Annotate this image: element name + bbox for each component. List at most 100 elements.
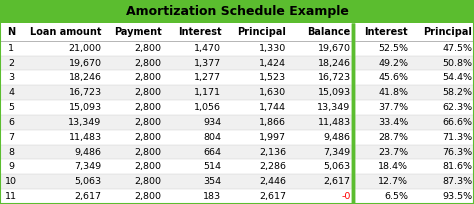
Text: Interest: Interest bbox=[178, 27, 221, 37]
Text: 5,063: 5,063 bbox=[74, 177, 101, 186]
Text: 21,000: 21,000 bbox=[69, 44, 101, 53]
Text: 1,171: 1,171 bbox=[194, 88, 221, 97]
Text: 1,377: 1,377 bbox=[194, 59, 221, 68]
Text: 1,277: 1,277 bbox=[194, 73, 221, 82]
Bar bbox=[0, 23, 474, 41]
Text: Payment: Payment bbox=[114, 27, 162, 37]
Text: 2,800: 2,800 bbox=[135, 59, 162, 68]
Text: 52.5%: 52.5% bbox=[378, 44, 408, 53]
Text: 934: 934 bbox=[203, 118, 221, 127]
Text: 15,093: 15,093 bbox=[69, 103, 101, 112]
Bar bbox=[0, 56, 474, 70]
Bar bbox=[0, 70, 474, 85]
Text: 18,246: 18,246 bbox=[69, 73, 101, 82]
Text: -0: -0 bbox=[341, 192, 351, 201]
Text: 2,800: 2,800 bbox=[135, 177, 162, 186]
Text: 11: 11 bbox=[5, 192, 18, 201]
Text: 10: 10 bbox=[5, 177, 18, 186]
Text: 16,723: 16,723 bbox=[318, 73, 351, 82]
Text: 15,093: 15,093 bbox=[318, 88, 351, 97]
Text: 7,349: 7,349 bbox=[74, 162, 101, 171]
Bar bbox=[0, 145, 474, 160]
Text: 87.3%: 87.3% bbox=[442, 177, 472, 186]
Text: 2,800: 2,800 bbox=[135, 103, 162, 112]
Text: 13,349: 13,349 bbox=[68, 118, 101, 127]
Text: 2,800: 2,800 bbox=[135, 147, 162, 157]
Text: 37.7%: 37.7% bbox=[378, 103, 408, 112]
Text: Principal: Principal bbox=[423, 27, 472, 37]
Text: 2,617: 2,617 bbox=[74, 192, 101, 201]
Text: 2: 2 bbox=[9, 59, 14, 68]
Text: Balance: Balance bbox=[307, 27, 351, 37]
Text: 81.6%: 81.6% bbox=[442, 162, 472, 171]
Text: 16,723: 16,723 bbox=[69, 88, 101, 97]
Text: N: N bbox=[7, 27, 16, 37]
Text: 23.7%: 23.7% bbox=[378, 147, 408, 157]
Text: 13,349: 13,349 bbox=[318, 103, 351, 112]
Text: 664: 664 bbox=[203, 147, 221, 157]
Text: 19,670: 19,670 bbox=[69, 59, 101, 68]
Text: 1,744: 1,744 bbox=[259, 103, 286, 112]
Text: 2,800: 2,800 bbox=[135, 118, 162, 127]
Bar bbox=[0, 115, 474, 130]
Text: 4: 4 bbox=[9, 88, 14, 97]
Text: 6: 6 bbox=[9, 118, 14, 127]
Bar bbox=[0, 0, 474, 23]
Bar bbox=[0, 130, 474, 145]
Text: 9: 9 bbox=[9, 162, 14, 171]
Text: 2,800: 2,800 bbox=[135, 162, 162, 171]
Text: 18.4%: 18.4% bbox=[378, 162, 408, 171]
Text: 3: 3 bbox=[9, 73, 14, 82]
Text: 11,483: 11,483 bbox=[318, 118, 351, 127]
Text: 9,486: 9,486 bbox=[74, 147, 101, 157]
Text: 1,630: 1,630 bbox=[259, 88, 286, 97]
Text: 2,617: 2,617 bbox=[259, 192, 286, 201]
Text: 514: 514 bbox=[203, 162, 221, 171]
Text: 50.8%: 50.8% bbox=[442, 59, 472, 68]
Text: 11,483: 11,483 bbox=[69, 133, 101, 142]
Text: 1,866: 1,866 bbox=[259, 118, 286, 127]
Text: 58.2%: 58.2% bbox=[442, 88, 472, 97]
Text: Amortization Schedule Example: Amortization Schedule Example bbox=[126, 5, 348, 18]
Text: 1,523: 1,523 bbox=[259, 73, 286, 82]
Text: 7: 7 bbox=[9, 133, 14, 142]
Text: 47.5%: 47.5% bbox=[442, 44, 472, 53]
Text: 1: 1 bbox=[9, 44, 14, 53]
Text: 71.3%: 71.3% bbox=[442, 133, 472, 142]
Text: 2,286: 2,286 bbox=[259, 162, 286, 171]
Text: 804: 804 bbox=[203, 133, 221, 142]
Text: 354: 354 bbox=[203, 177, 221, 186]
Text: 1,424: 1,424 bbox=[259, 59, 286, 68]
Text: 76.3%: 76.3% bbox=[442, 147, 472, 157]
Text: 5,063: 5,063 bbox=[323, 162, 351, 171]
Bar bbox=[0, 174, 474, 189]
Text: 1,056: 1,056 bbox=[194, 103, 221, 112]
Text: 45.6%: 45.6% bbox=[378, 73, 408, 82]
Text: 7,349: 7,349 bbox=[323, 147, 351, 157]
Text: 66.6%: 66.6% bbox=[442, 118, 472, 127]
Bar bbox=[0, 100, 474, 115]
Text: 2,136: 2,136 bbox=[259, 147, 286, 157]
Bar bbox=[0, 41, 474, 56]
Bar bbox=[0, 189, 474, 204]
Text: 1,470: 1,470 bbox=[194, 44, 221, 53]
Text: 183: 183 bbox=[203, 192, 221, 201]
Text: 1,997: 1,997 bbox=[259, 133, 286, 142]
Text: 18,246: 18,246 bbox=[318, 59, 351, 68]
Text: 28.7%: 28.7% bbox=[378, 133, 408, 142]
Text: 62.3%: 62.3% bbox=[442, 103, 472, 112]
Text: 54.4%: 54.4% bbox=[442, 73, 472, 82]
Bar bbox=[0, 85, 474, 100]
Text: 41.8%: 41.8% bbox=[378, 88, 408, 97]
Text: 2,800: 2,800 bbox=[135, 73, 162, 82]
Text: 5: 5 bbox=[9, 103, 14, 112]
Text: 2,446: 2,446 bbox=[259, 177, 286, 186]
Bar bbox=[0, 160, 474, 174]
Text: 2,800: 2,800 bbox=[135, 192, 162, 201]
Text: 33.4%: 33.4% bbox=[378, 118, 408, 127]
Text: Loan amount: Loan amount bbox=[30, 27, 101, 37]
Text: 93.5%: 93.5% bbox=[442, 192, 472, 201]
Text: 2,617: 2,617 bbox=[324, 177, 351, 186]
Text: 12.7%: 12.7% bbox=[378, 177, 408, 186]
Text: 2,800: 2,800 bbox=[135, 88, 162, 97]
